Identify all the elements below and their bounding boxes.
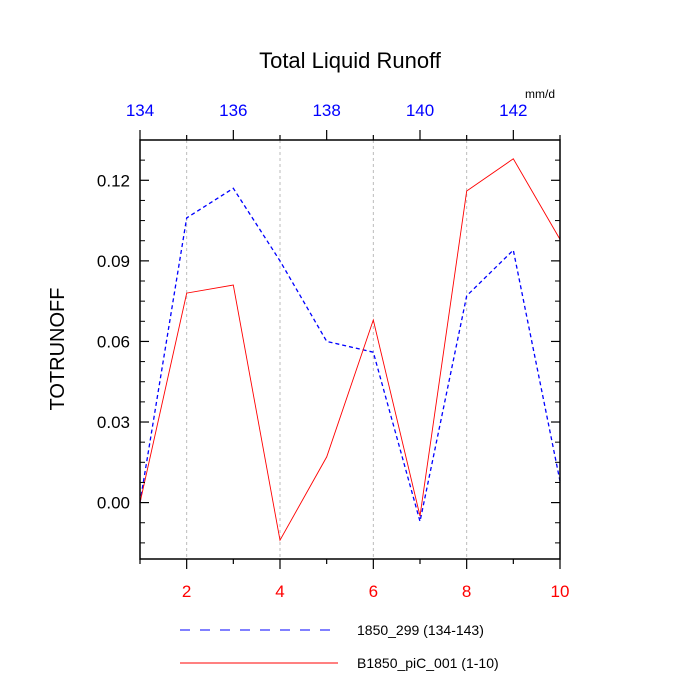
series-line [139,187,561,522]
legend-label: 1850_299 (134-143) [357,622,484,638]
legend: 1850_299 (134-143) B1850_piC_001 (1-10) [180,622,499,671]
y-tick-label: 0.00 [97,494,130,513]
y-tick-label: 0.12 [97,171,130,190]
y-axis-label: TOTRUNOFF [47,288,69,411]
x-bottom-tick-label: 2 [182,582,191,601]
x-top-tick-label: 142 [499,101,527,120]
units-label: mm/d [525,87,555,101]
series-lines [139,158,561,542]
x-bottom-tick-label: 6 [369,582,378,601]
series-line [139,158,561,542]
plot-frame [139,139,561,560]
y-tick-label: 0.03 [97,413,130,432]
x-top-tick-label: 134 [126,101,154,120]
x-bottom-tick-label: 8 [462,582,471,601]
x-top-tick-label: 138 [312,101,340,120]
legend-label: B1850_piC_001 (1-10) [357,655,499,671]
chart-title: Total Liquid Runoff [259,48,442,73]
x-top-tick-label: 140 [406,101,434,120]
grid-lines [186,140,468,559]
x-bottom-tick-label: 4 [275,582,284,601]
axis-ticks: 0.00 0.03 0.06 0.09 0.12 2 4 6 8 10 134 136 138 140 14… [97,101,570,601]
x-bottom-tick-label: 10 [551,582,570,601]
y-tick-label: 0.09 [97,252,130,271]
y-tick-label: 0.06 [97,332,130,351]
x-top-tick-label: 136 [219,101,247,120]
